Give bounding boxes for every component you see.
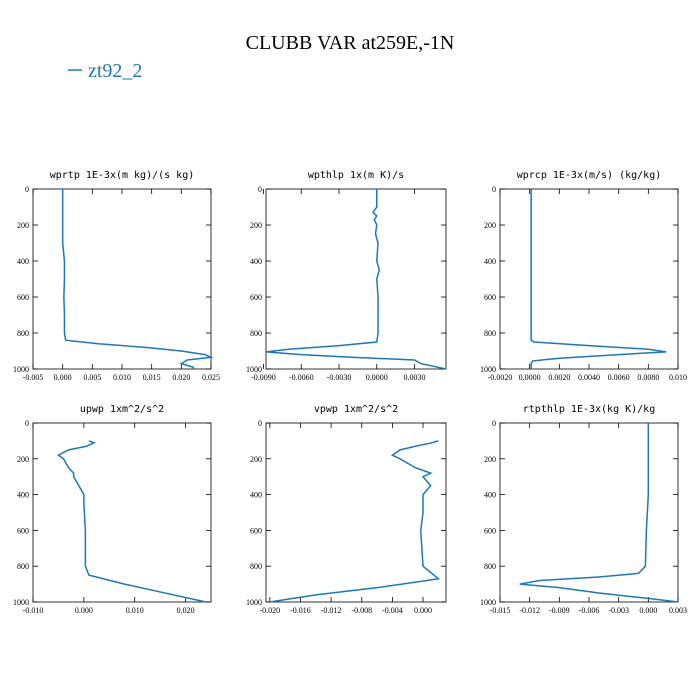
y-tick-label: 0 xyxy=(258,185,262,194)
panel-title: wpthlp 1x(m K)/s xyxy=(308,170,404,181)
x-tick-label: 0.000 xyxy=(75,606,93,615)
y-tick-label: 1000 xyxy=(246,598,262,607)
y-tick-label: 1000 xyxy=(13,365,29,374)
plot-frame xyxy=(265,188,447,370)
x-tick-label: 0.020 xyxy=(177,606,195,615)
x-tick-label: -0.0030 xyxy=(327,373,352,382)
x-tick-label: 0.0040 xyxy=(578,373,600,382)
legend-label: zt92_2 xyxy=(88,60,142,82)
y-tick-label: 200 xyxy=(17,455,29,464)
y-tick-label: 600 xyxy=(17,526,29,535)
x-tick-label: 0.0030 xyxy=(404,373,426,382)
x-tick-label: -0.020 xyxy=(259,606,280,615)
y-tick-label: 600 xyxy=(250,293,262,302)
y-tick-label: 400 xyxy=(17,491,29,500)
y-tick-label: 1000 xyxy=(246,365,262,374)
y-tick-label: 400 xyxy=(250,257,262,266)
y-tick-label: 400 xyxy=(17,257,29,266)
x-tick-label: -0.0060 xyxy=(289,373,314,382)
y-tick-label: 800 xyxy=(250,329,262,338)
plot-frame xyxy=(32,422,212,603)
x-tick-label: -0.0090 xyxy=(251,373,276,382)
x-tick-label: -0.005 xyxy=(23,373,44,382)
x-tick-label: -0.006 xyxy=(579,606,600,615)
y-tick-label: 400 xyxy=(250,491,262,500)
x-tick-label: 0.010 xyxy=(126,606,144,615)
y-tick-label: 0 xyxy=(258,419,262,428)
x-tick-label: -0.015 xyxy=(490,606,511,615)
x-tick-label: -0.012 xyxy=(519,606,540,615)
x-tick-label: -0.012 xyxy=(321,606,342,615)
y-tick-label: 400 xyxy=(484,491,496,500)
plot-frame xyxy=(265,422,447,603)
y-tick-label: 200 xyxy=(17,221,29,230)
plot-frame xyxy=(499,422,679,603)
y-tick-label: 600 xyxy=(484,526,496,535)
x-tick-label: -0.0020 xyxy=(488,373,513,382)
x-tick-label: -0.004 xyxy=(382,606,403,615)
y-tick-label: 0 xyxy=(492,419,496,428)
y-tick-label: 200 xyxy=(250,221,262,230)
profile-line xyxy=(269,440,441,603)
y-tick-label: 800 xyxy=(17,562,29,571)
panel-title: wprcp 1E-3x(m/s) (kg/kg) xyxy=(517,170,662,181)
y-tick-label: 800 xyxy=(250,562,262,571)
y-tick-label: 600 xyxy=(17,293,29,302)
x-tick-label: 0.005 xyxy=(83,373,101,382)
profile-line xyxy=(56,440,207,603)
x-tick-label: 0.000 xyxy=(414,606,432,615)
y-tick-label: 0 xyxy=(492,185,496,194)
x-tick-label: 0.0020 xyxy=(548,373,570,382)
plot-frame xyxy=(499,188,679,370)
y-tick-label: 600 xyxy=(250,526,262,535)
x-tick-label: 0.0000 xyxy=(366,373,388,382)
plot-frame xyxy=(32,188,212,370)
y-tick-label: 200 xyxy=(484,455,496,464)
figure-title: CLUBB VAR at259E,-1N xyxy=(246,32,455,54)
y-tick-label: 1000 xyxy=(13,598,29,607)
x-tick-label: 0.020 xyxy=(172,373,190,382)
profile-line xyxy=(265,189,447,370)
y-tick-label: 1000 xyxy=(480,598,496,607)
x-tick-label: 0.010 xyxy=(669,373,687,382)
y-tick-label: 800 xyxy=(484,562,496,571)
y-tick-label: 800 xyxy=(484,329,496,338)
x-tick-label: -0.009 xyxy=(549,606,570,615)
y-tick-label: 0 xyxy=(25,419,29,428)
y-tick-label: 800 xyxy=(17,329,29,338)
panel-title: upwp 1xm^2/s^2 xyxy=(80,404,164,415)
panel-title: wprtp 1E-3x(m kg)/(s kg) xyxy=(50,170,195,181)
y-tick-label: 200 xyxy=(484,221,496,230)
panel-title: rtpthlp 1E-3x(kg K)/kg xyxy=(523,404,655,415)
x-tick-label: -0.003 xyxy=(608,606,629,615)
y-tick-label: 200 xyxy=(250,455,262,464)
x-tick-label: -0.008 xyxy=(351,606,372,615)
y-tick-label: 600 xyxy=(484,293,496,302)
x-tick-label: 0.025 xyxy=(202,373,220,382)
x-tick-label: -0.016 xyxy=(290,606,311,615)
profile-line xyxy=(519,423,679,603)
y-tick-label: 1000 xyxy=(480,365,496,374)
x-tick-label: 0.010 xyxy=(113,373,131,382)
panel-title: vpwp 1xm^2/s^2 xyxy=(314,404,398,415)
profile-line xyxy=(530,189,667,369)
x-tick-label: 0.015 xyxy=(143,373,161,382)
x-tick-label: 0.0080 xyxy=(637,373,659,382)
x-tick-label: 0.0060 xyxy=(608,373,630,382)
profile-line xyxy=(61,189,214,369)
x-tick-label: 0.0000 xyxy=(519,373,541,382)
x-tick-label: -0.010 xyxy=(23,606,44,615)
x-tick-label: 0.000 xyxy=(639,606,657,615)
x-tick-label: 0.003 xyxy=(669,606,687,615)
y-tick-label: 0 xyxy=(25,185,29,194)
x-tick-label: 0.000 xyxy=(54,373,72,382)
y-tick-label: 400 xyxy=(484,257,496,266)
